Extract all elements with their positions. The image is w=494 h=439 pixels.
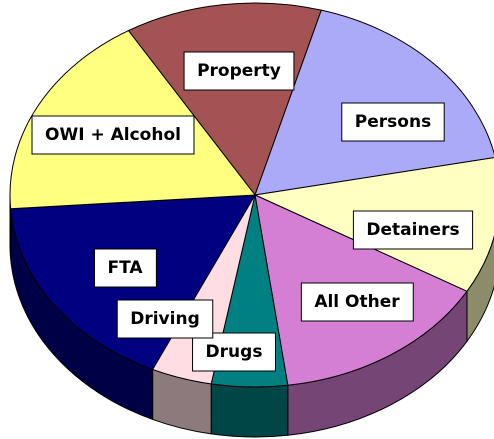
slice-label: Property xyxy=(183,51,295,91)
label-text: All Other xyxy=(314,292,400,312)
label-text: Drugs xyxy=(206,342,263,362)
slice-label: Drugs xyxy=(192,332,276,372)
slice-label: OWI + Alcohol xyxy=(31,115,195,155)
label-box xyxy=(116,299,214,339)
label-text: Detainers xyxy=(366,220,459,240)
label-box xyxy=(183,51,295,91)
slice xyxy=(127,2,322,197)
label-box xyxy=(341,102,445,142)
label-text: FTA xyxy=(107,258,143,278)
label-box xyxy=(93,248,157,288)
label-text: Driving xyxy=(130,309,200,329)
slice-label: Detainers xyxy=(352,210,474,250)
label-text: Property xyxy=(197,61,281,81)
slice-label: Persons xyxy=(341,102,445,142)
slice-label: All Other xyxy=(300,282,414,322)
label-text: OWI + Alcohol xyxy=(45,125,181,145)
slice-side xyxy=(210,383,289,438)
label-text: Persons xyxy=(355,112,431,132)
label-box xyxy=(31,115,195,155)
slice-label: FTA xyxy=(93,248,157,288)
label-box xyxy=(192,332,276,372)
label-box xyxy=(352,210,474,250)
slice-label: Driving xyxy=(116,299,214,339)
label-box xyxy=(300,282,414,322)
